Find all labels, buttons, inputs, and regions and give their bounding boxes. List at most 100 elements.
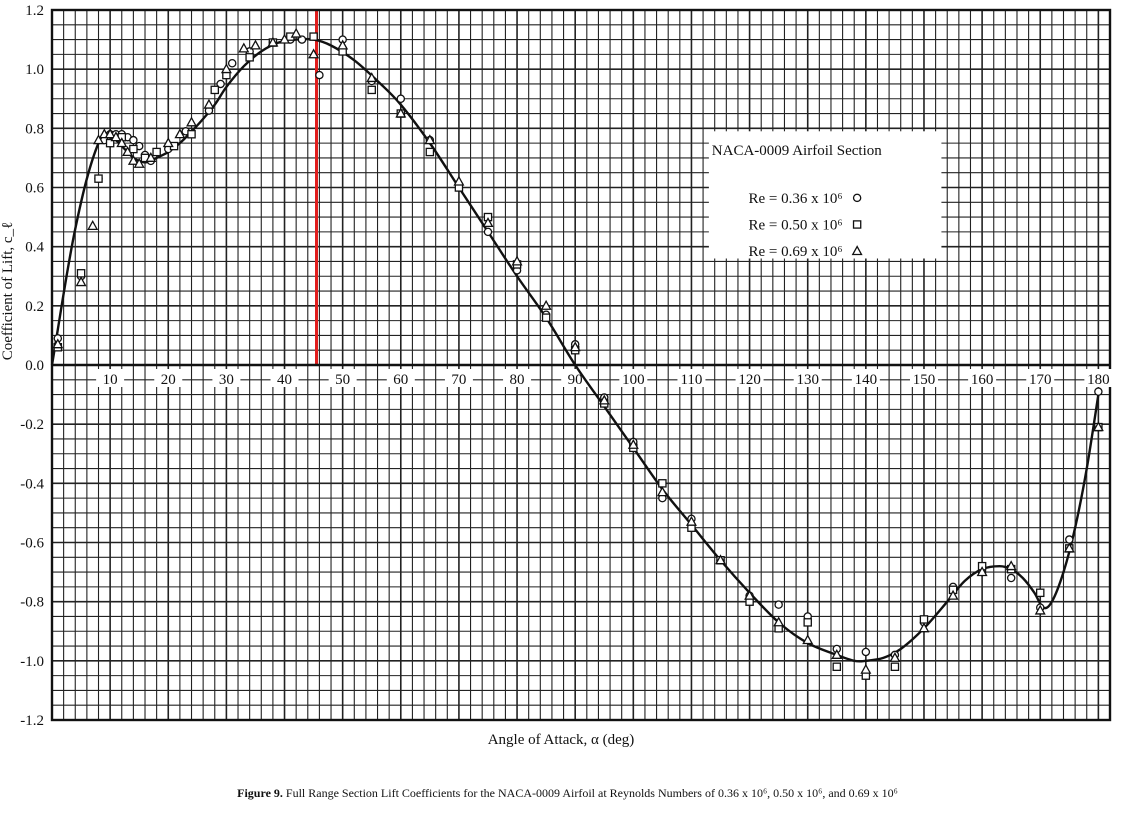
triangle-point [1034, 604, 1046, 615]
x-tick-bg [677, 369, 706, 387]
y-tick-label: 0.0 [25, 358, 44, 374]
x-tick-label: 40 [277, 372, 292, 388]
triangle-point [715, 554, 727, 565]
x-tick-bg [96, 369, 125, 387]
y-tick-label: 0.8 [25, 121, 44, 137]
y-tick-label: -0.4 [20, 476, 44, 492]
x-tick-label: 10 [103, 372, 118, 388]
triangle-point [685, 515, 697, 526]
triangle-point [220, 63, 232, 74]
triangle-point [279, 33, 291, 44]
y-tick-label: 0.2 [25, 299, 44, 315]
x-tick-label: 120 [738, 372, 761, 388]
x-tick-label: 140 [855, 372, 878, 388]
triangle-point [290, 27, 302, 38]
triangle-point [744, 589, 756, 600]
legend-background [708, 131, 942, 259]
square-point [76, 269, 86, 278]
triangle-point [976, 566, 988, 577]
legend-circle-icon [852, 193, 862, 203]
x-tick-bg [851, 369, 880, 387]
square-point [425, 147, 435, 157]
x-tick-label: 130 [796, 372, 819, 388]
triangle-point [831, 648, 843, 659]
caption-label: Figure 9. [237, 786, 283, 800]
triangle-point [93, 134, 105, 145]
x-tick-label: 60 [393, 372, 408, 388]
triangle-point [598, 394, 610, 405]
triangle-point [75, 276, 87, 287]
legend: NACA-0009 Airfoil Section Re = 0.36 x 10… [708, 131, 942, 260]
square-point [129, 144, 138, 154]
y-tick-label: -0.2 [20, 417, 44, 433]
caption-text: Full Range Section Lift Coefficients for… [285, 786, 898, 800]
y-tick-label: -1.2 [20, 713, 44, 729]
triangle-point [52, 338, 64, 349]
y-tick-label: -1.0 [20, 654, 44, 670]
triangle-point [267, 36, 279, 47]
x-tick-bg [735, 369, 764, 387]
data-points [52, 27, 1104, 680]
square-point [367, 85, 376, 95]
triangle-point [110, 131, 122, 142]
circle-point [861, 647, 871, 657]
x-tick-bg [909, 369, 938, 387]
x-tick-label: 90 [568, 372, 583, 388]
y-tick-label: -0.8 [20, 595, 44, 611]
x-tick-bg [270, 369, 299, 387]
triangle-point [395, 107, 407, 118]
square-point [94, 174, 103, 183]
x-tick-label: 170 [1029, 372, 1052, 388]
square-point [658, 479, 667, 488]
circle-point [129, 135, 138, 145]
triangle-point [1063, 542, 1075, 553]
triangle-point [627, 438, 639, 449]
x-tick-label: 80 [510, 372, 525, 388]
triangle-point [238, 42, 250, 53]
legend-entry-label: Re = 0.50 x 10⁶ [748, 217, 842, 233]
triangle-point [116, 137, 128, 148]
y-tick-labels: 1.2 1.0 0.8 0.6 0.4 0.2 0.0 -0.2 -0.4 -0.6 -0.8 -1.… [20, 3, 44, 729]
triangle-point [453, 175, 465, 186]
x-tick-label: 30 [219, 372, 234, 388]
x-tick-label: 110 [680, 372, 702, 388]
triangle-point [174, 128, 186, 139]
square-point [1035, 588, 1045, 598]
x-tick-bg [619, 369, 648, 387]
triangle-point [889, 651, 901, 662]
triangle-point [569, 341, 581, 352]
circle-point [774, 600, 783, 609]
legend-triangle-icon [851, 245, 863, 256]
x-tick-label: 160 [971, 372, 994, 388]
x-tick-bg [1026, 369, 1055, 387]
triangle-point [133, 157, 145, 168]
triangle-point [540, 299, 552, 310]
triangle-point [122, 146, 134, 157]
triangle-point [87, 220, 99, 231]
triangle-point [203, 98, 215, 109]
x-tick-bg [212, 369, 241, 387]
triangle-point [860, 663, 872, 674]
circle-point [1094, 387, 1103, 396]
triangle-point [337, 39, 349, 50]
triangle-point [1092, 421, 1104, 432]
circle-point [227, 59, 237, 68]
circle-point [1065, 535, 1074, 544]
triangle-point [511, 255, 523, 266]
x-tick-label: 20 [161, 372, 176, 388]
triangle-point [947, 589, 959, 600]
square-point [187, 129, 196, 139]
triangle-point [162, 137, 174, 148]
square-point [832, 662, 842, 672]
x-tick-bg [444, 369, 473, 387]
square-point [210, 85, 220, 95]
legend-square-icon [852, 220, 862, 229]
y-tick-label: 0.6 [25, 181, 44, 197]
x-tick-bg [328, 369, 357, 387]
triangle-point [802, 634, 814, 645]
triangle-point [482, 217, 494, 228]
circle-point [396, 94, 406, 104]
lift-coefficient-chart: 1.2 1.0 0.8 0.6 0.4 0.2 0.0 -0.2 -0.4 -0.6 -0.8 -1.… [0, 3, 1112, 748]
x-tick-label: 100 [622, 372, 645, 388]
x-tick-bg [503, 369, 532, 387]
